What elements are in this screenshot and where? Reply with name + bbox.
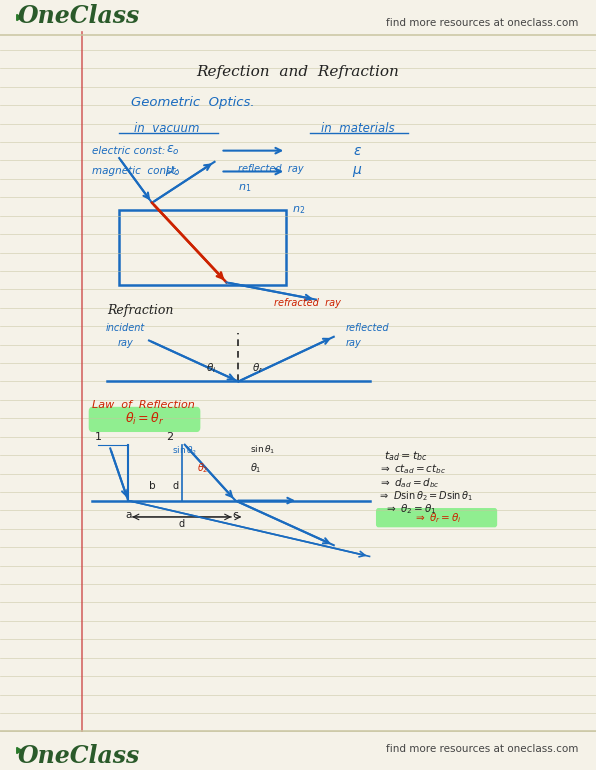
Text: OneClass: OneClass (18, 744, 140, 768)
Text: refracted  ray: refracted ray (274, 298, 341, 308)
Text: $t_{ad} = t_{bc}$: $t_{ad} = t_{bc}$ (384, 449, 428, 463)
Text: $\theta_i = \theta_r$: $\theta_i = \theta_r$ (125, 411, 164, 427)
Text: $\Rightarrow$ $d_{ad} = d_{bc}$: $\Rightarrow$ $d_{ad} = d_{bc}$ (378, 476, 440, 490)
Text: Refraction: Refraction (107, 304, 173, 317)
Text: ray: ray (346, 338, 361, 348)
Text: magnetic  const:: magnetic const: (92, 166, 179, 176)
Text: b: b (148, 480, 156, 490)
Text: Geometric  Optics.: Geometric Optics. (131, 95, 254, 109)
Text: c: c (232, 510, 238, 520)
Text: reflected  ray: reflected ray (238, 164, 304, 174)
Text: in  materials: in materials (321, 122, 395, 135)
Text: $\Rightarrow$ $ct_{ad} = ct_{bc}$: $\Rightarrow$ $ct_{ad} = ct_{bc}$ (378, 463, 446, 476)
Text: $\varepsilon_o$: $\varepsilon_o$ (166, 144, 180, 157)
Text: incident: incident (105, 323, 145, 333)
Text: $\Rightarrow$ $\theta_2 = \theta_1$: $\Rightarrow$ $\theta_2 = \theta_1$ (384, 503, 437, 517)
Text: $n_1$: $n_1$ (238, 182, 252, 194)
Text: $\theta_2$: $\theta_2$ (197, 460, 209, 474)
Text: $\sin\theta_1$: $\sin\theta_1$ (250, 444, 275, 456)
Text: $\mu_o$: $\mu_o$ (165, 165, 181, 179)
Text: Law  of  Reflection: Law of Reflection (92, 400, 195, 410)
Text: d: d (179, 519, 185, 529)
Text: find more resources at oneclass.com: find more resources at oneclass.com (386, 744, 578, 754)
Text: $\mu$: $\mu$ (352, 164, 363, 179)
Text: in  vacuum: in vacuum (134, 122, 200, 135)
Text: a: a (125, 510, 131, 520)
Text: ray: ray (117, 338, 133, 348)
Text: $n_2$: $n_2$ (292, 204, 305, 216)
Text: $\theta_1$: $\theta_1$ (250, 460, 262, 474)
Text: reflected: reflected (346, 323, 389, 333)
FancyBboxPatch shape (377, 509, 496, 527)
Text: $\Rightarrow$ $\theta_r = \theta_i$: $\Rightarrow$ $\theta_r = \theta_i$ (412, 511, 461, 524)
Text: 1: 1 (95, 433, 102, 443)
Text: Refection  and  Refraction: Refection and Refraction (197, 65, 399, 79)
Text: $\sin\theta_2$: $\sin\theta_2$ (172, 445, 197, 457)
Text: find more resources at oneclass.com: find more resources at oneclass.com (386, 18, 578, 28)
Text: $\theta_r$: $\theta_r$ (252, 362, 264, 376)
Text: OneClass: OneClass (18, 4, 140, 28)
FancyBboxPatch shape (89, 407, 200, 431)
Text: $\theta_i$: $\theta_i$ (206, 362, 217, 376)
Text: d: d (173, 480, 179, 490)
Bar (119, 210, 286, 285)
Text: 2: 2 (166, 433, 173, 443)
Text: electric const:: electric const: (92, 146, 166, 156)
Text: $\varepsilon$: $\varepsilon$ (353, 144, 362, 158)
Text: $\Rightarrow$ $D\sin\theta_2 = D\sin\theta_1$: $\Rightarrow$ $D\sin\theta_2 = D\sin\the… (378, 489, 474, 503)
